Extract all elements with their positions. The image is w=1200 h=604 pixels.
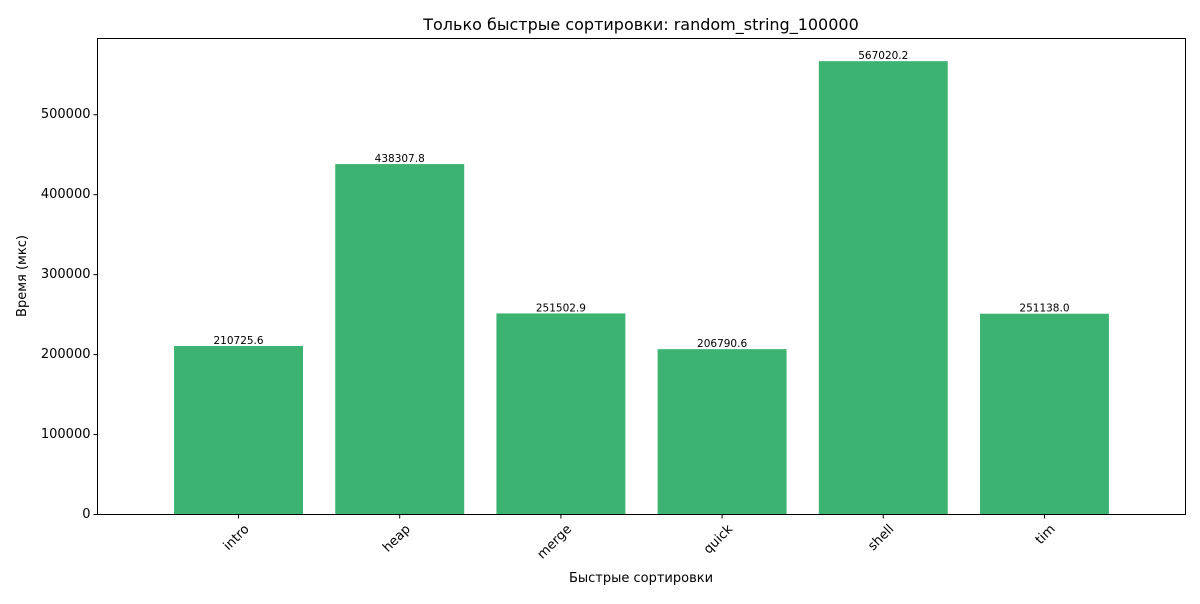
- x-tick-label-quick: quick: [701, 522, 737, 558]
- bar-value-label-intro: 210725.6: [213, 335, 263, 347]
- bar-value-label-heap: 438307.8: [375, 153, 425, 165]
- plot-frame: [97, 38, 1186, 515]
- bar-intro: [174, 346, 304, 515]
- bar-value-label-merge: 251502.9: [536, 302, 586, 314]
- chart-title: Только быстрые сортировки: random_string…: [422, 15, 859, 35]
- bar-quick: [657, 349, 787, 515]
- y-tick-label: 300000: [41, 267, 91, 282]
- bar-value-label-tim: 251138.0: [1019, 303, 1069, 315]
- y-tick-label: 0: [82, 507, 90, 522]
- x-axis-label: Быстрые сортировки: [569, 571, 713, 586]
- bar-value-label-quick: 206790.6: [697, 338, 747, 350]
- y-axis-label: Время (мкс): [15, 235, 30, 317]
- x-tick-label-heap: heap: [380, 522, 414, 556]
- y-tick-label: 100000: [41, 427, 91, 442]
- y-tick-label: 500000: [41, 107, 91, 122]
- y-tick-label: 200000: [41, 347, 91, 362]
- bar-tim: [979, 313, 1109, 515]
- bar-merge: [496, 313, 626, 515]
- y-tick-label: 400000: [41, 187, 91, 202]
- bar-value-label-shell: 567020.2: [858, 50, 908, 62]
- x-tick-label-shell: shell: [865, 522, 897, 554]
- x-tick-label-tim: tim: [1033, 522, 1059, 548]
- bar-heap: [335, 164, 465, 515]
- bar-shell: [818, 61, 948, 515]
- x-tick-label-merge: merge: [535, 522, 575, 562]
- bars-layer: 210725.6 438307.8 251502.9 206790.6 567020.2…: [174, 50, 1109, 515]
- x-tick-label-intro: intro: [221, 522, 253, 554]
